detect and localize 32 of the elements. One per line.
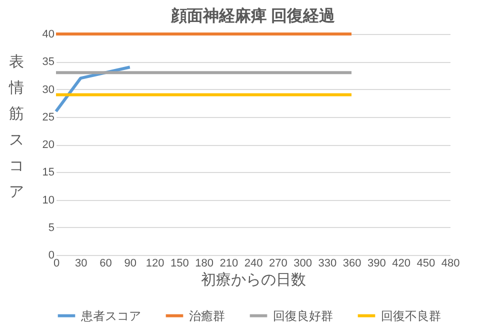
x-tick-label: 210 [220,258,238,270]
y-tick-label: 5 [48,222,54,234]
y-axis-title: 表情筋スコア [8,54,24,200]
x-tick-label: 360 [342,258,362,270]
legend-label: 回復良好群 [273,308,333,323]
y-tick-label: 35 [42,56,54,68]
x-tick-label: 480 [441,258,460,270]
y-tick-label: 20 [42,139,54,151]
legend-label: 回復不良群 [381,308,441,323]
chart-title: 顔面神経麻痺 回復経過 [170,7,336,25]
x-tick-label: 30 [75,258,88,270]
y-tick-label: 15 [42,166,54,179]
x-tick-label: 420 [392,258,410,270]
legend-label: 治癒群 [189,308,225,323]
y-tick-label: 10 [42,194,54,206]
x-tick-label: 240 [244,258,263,270]
x-axis-title: 初療からの日数 [201,272,306,288]
legend-label: 患者スコア [80,308,141,323]
x-tick-label: 390 [367,258,386,270]
x-tick-label: 90 [124,258,136,270]
y-tick-label: 30 [42,84,54,96]
x-tick-label: 450 [416,258,436,270]
x-tick-label: 120 [146,258,164,270]
y-tick-label: 0 [48,250,54,262]
x-tick-label: 270 [268,258,288,270]
x-tick-label: 300 [294,258,312,270]
x-tick-label: 60 [100,258,112,270]
y-tick-label: 40 [42,28,54,40]
x-tick-label: 180 [195,258,214,270]
y-tick-label: 25 [42,111,54,124]
x-tick-label: 150 [170,258,189,270]
x-tick-label: 330 [318,258,337,270]
